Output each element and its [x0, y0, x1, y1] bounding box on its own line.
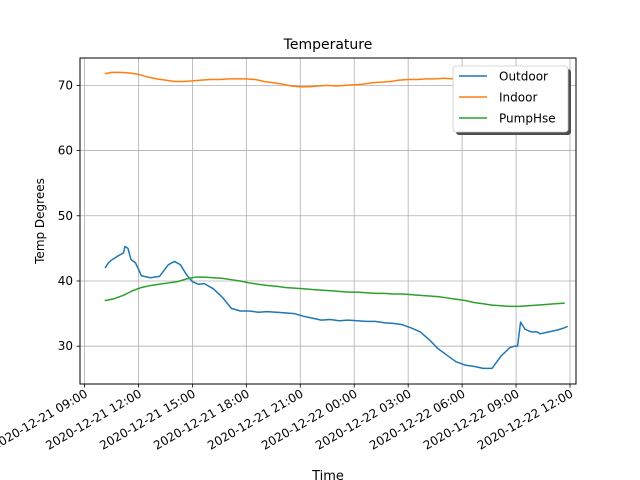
y-tick-label: 60 — [58, 144, 73, 158]
y-tick-label: 30 — [58, 339, 73, 353]
chart-title: Temperature — [283, 37, 373, 53]
series-line-indoor — [104, 71, 463, 88]
legend-label: PumpHse — [499, 112, 556, 126]
legend: Outdoor Indoor PumpHse — [452, 65, 571, 135]
x-axis-label: Time — [311, 469, 344, 480]
y-tick-label: 70 — [58, 78, 73, 92]
y-axis-label: Temp Degrees — [33, 178, 47, 265]
series-line-outdoor — [104, 245, 568, 370]
y-tick-label: 50 — [58, 209, 73, 223]
legend-label: Indoor — [499, 91, 537, 105]
plot-lines — [104, 71, 568, 370]
plot-frame — [79, 57, 577, 385]
series-line-pumphse — [104, 276, 565, 308]
y-axis-ticks: 30 40 50 60 70 — [58, 78, 80, 353]
grid — [80, 58, 576, 384]
legend-box — [452, 65, 569, 133]
legend-label: Outdoor — [499, 70, 548, 84]
y-tick-label: 40 — [58, 274, 73, 288]
